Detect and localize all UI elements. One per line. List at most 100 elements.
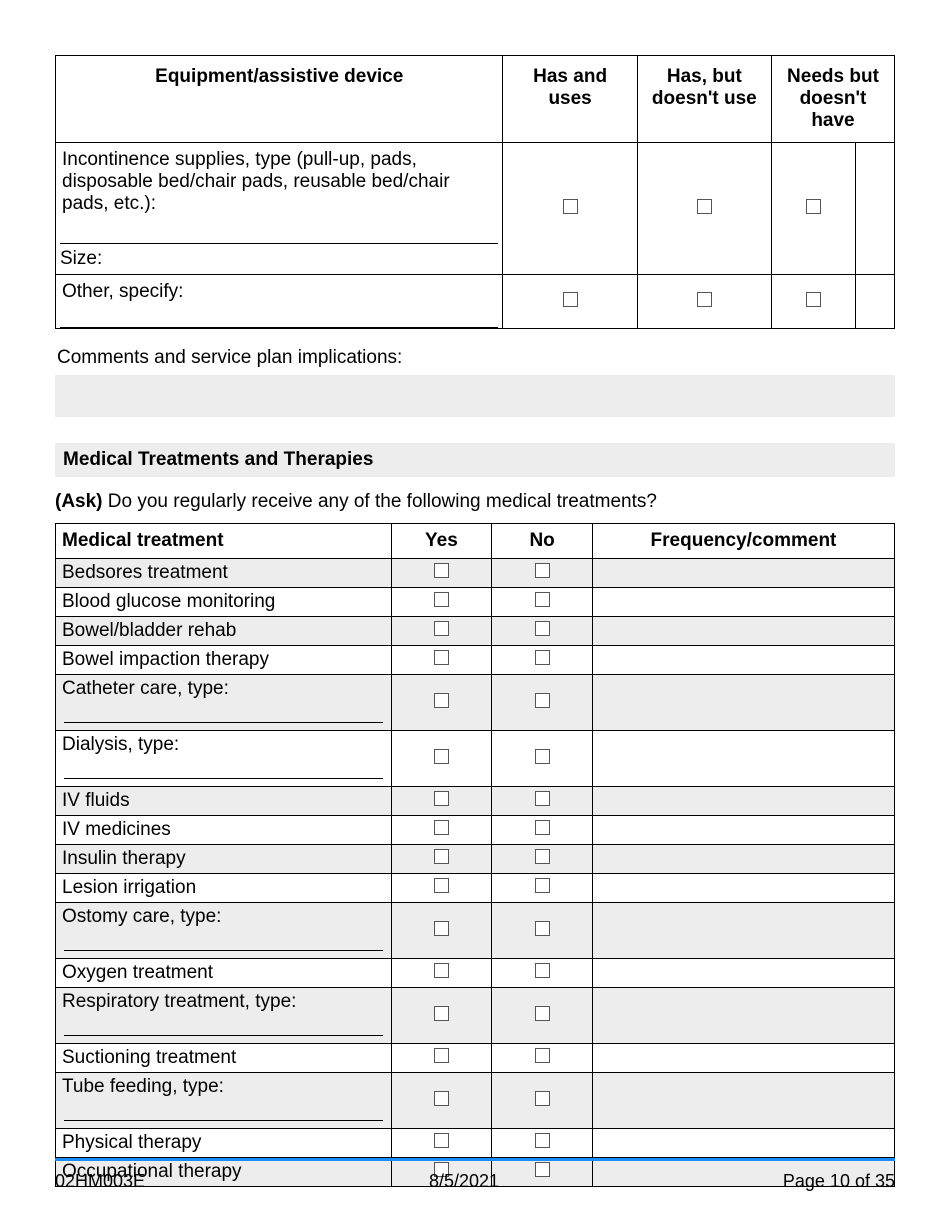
med-row: IV fluids — [56, 787, 895, 816]
equip-row-subline[interactable]: Size: — [60, 243, 498, 274]
med-freq-cell[interactable] — [592, 1044, 894, 1073]
med-row-label-text: Catheter care, type: — [62, 678, 385, 700]
med-freq-cell[interactable] — [592, 1073, 894, 1129]
med-yes-cell — [391, 617, 492, 646]
med-row: Oxygen treatment — [56, 959, 895, 988]
checkbox[interactable] — [806, 199, 821, 214]
checkbox[interactable] — [434, 878, 449, 893]
med-freq-cell[interactable] — [592, 675, 894, 731]
checkbox[interactable] — [434, 693, 449, 708]
checkbox[interactable] — [434, 592, 449, 607]
med-row: Respiratory treatment, type: — [56, 988, 895, 1044]
checkbox[interactable] — [697, 292, 712, 307]
med-freq-cell[interactable] — [592, 1129, 894, 1158]
med-freq-cell[interactable] — [592, 559, 894, 588]
checkbox[interactable] — [535, 1133, 550, 1148]
page-footer: 02HM003E 8/5/2021 Page 10 of 35 — [55, 1158, 895, 1192]
med-row-type-input-line[interactable] — [64, 778, 383, 779]
med-yes-cell — [391, 646, 492, 675]
checkbox[interactable] — [535, 963, 550, 978]
checkbox[interactable] — [535, 921, 550, 936]
med-row: IV medicines — [56, 816, 895, 845]
checkbox[interactable] — [434, 791, 449, 806]
checkbox[interactable] — [535, 1091, 550, 1106]
checkbox[interactable] — [535, 749, 550, 764]
med-row: Ostomy care, type: — [56, 903, 895, 959]
med-row: Insulin therapy — [56, 845, 895, 874]
med-no-cell — [492, 874, 593, 903]
med-row: Bowel impaction therapy — [56, 646, 895, 675]
med-row-label: Physical therapy — [56, 1129, 392, 1158]
med-yes-cell — [391, 959, 492, 988]
med-row-type-input-line[interactable] — [64, 1035, 383, 1036]
med-row: Blood glucose monitoring — [56, 588, 895, 617]
med-freq-cell[interactable] — [592, 646, 894, 675]
checkbox[interactable] — [434, 650, 449, 665]
checkbox[interactable] — [434, 621, 449, 636]
med-yes-cell — [391, 1044, 492, 1073]
checkbox[interactable] — [535, 1006, 550, 1021]
comments-input[interactable] — [55, 375, 895, 417]
checkbox[interactable] — [535, 849, 550, 864]
checkbox[interactable] — [434, 963, 449, 978]
med-row-type-input-line[interactable] — [64, 722, 383, 723]
checkbox[interactable] — [563, 292, 578, 307]
checkbox[interactable] — [535, 563, 550, 578]
checkbox[interactable] — [535, 621, 550, 636]
med-freq-cell[interactable] — [592, 816, 894, 845]
checkbox[interactable] — [563, 199, 578, 214]
med-row-type-input-line[interactable] — [64, 950, 383, 951]
checkbox[interactable] — [535, 878, 550, 893]
checkbox[interactable] — [434, 563, 449, 578]
med-freq-cell[interactable] — [592, 845, 894, 874]
med-freq-cell[interactable] — [592, 874, 894, 903]
checkbox[interactable] — [535, 1048, 550, 1063]
checkbox[interactable] — [434, 1091, 449, 1106]
equip-checkbox-cell — [771, 143, 855, 275]
med-freq-cell[interactable] — [592, 988, 894, 1044]
med-row-type-input-line[interactable] — [64, 1120, 383, 1121]
equip-needs-note-cell[interactable] — [855, 143, 894, 275]
med-freq-cell[interactable] — [592, 959, 894, 988]
footer-divider — [55, 1158, 895, 1161]
med-row: Dialysis, type: — [56, 731, 895, 787]
checkbox[interactable] — [535, 791, 550, 806]
checkbox[interactable] — [697, 199, 712, 214]
equip-needs-note-cell[interactable] — [855, 275, 894, 329]
equip-checkbox-cell — [637, 143, 771, 275]
med-yes-cell — [391, 874, 492, 903]
checkbox[interactable] — [434, 1133, 449, 1148]
page-content: Equipment/assistive device Has and uses … — [0, 0, 950, 1187]
footer-page: Page 10 of 35 — [783, 1171, 895, 1192]
ask-question: (Ask) Do you regularly receive any of th… — [55, 491, 895, 513]
med-row-label: Lesion irrigation — [56, 874, 392, 903]
med-freq-cell[interactable] — [592, 617, 894, 646]
checkbox[interactable] — [535, 820, 550, 835]
section-header-medical: Medical Treatments and Therapies — [55, 443, 895, 477]
med-freq-cell[interactable] — [592, 787, 894, 816]
checkbox[interactable] — [434, 849, 449, 864]
equip-row-label: Other, specify: — [56, 275, 502, 303]
med-freq-cell[interactable] — [592, 903, 894, 959]
checkbox[interactable] — [434, 820, 449, 835]
med-freq-cell[interactable] — [592, 731, 894, 787]
med-row-label: Bowel impaction therapy — [56, 646, 392, 675]
med-yes-cell — [391, 988, 492, 1044]
checkbox[interactable] — [434, 921, 449, 936]
med-row-label: Insulin therapy — [56, 845, 392, 874]
equip-header-needs: Needs but doesn't have — [771, 56, 894, 143]
med-no-cell — [492, 588, 593, 617]
checkbox[interactable] — [434, 749, 449, 764]
checkbox[interactable] — [434, 1006, 449, 1021]
med-row-label: Suctioning treatment — [56, 1044, 392, 1073]
med-freq-cell[interactable] — [592, 588, 894, 617]
checkbox[interactable] — [535, 693, 550, 708]
checkbox[interactable] — [535, 650, 550, 665]
equip-row-subline[interactable] — [60, 327, 498, 328]
checkbox[interactable] — [806, 292, 821, 307]
med-row: Physical therapy — [56, 1129, 895, 1158]
checkbox[interactable] — [535, 592, 550, 607]
checkbox[interactable] — [434, 1048, 449, 1063]
med-yes-cell — [391, 559, 492, 588]
med-yes-cell — [391, 588, 492, 617]
